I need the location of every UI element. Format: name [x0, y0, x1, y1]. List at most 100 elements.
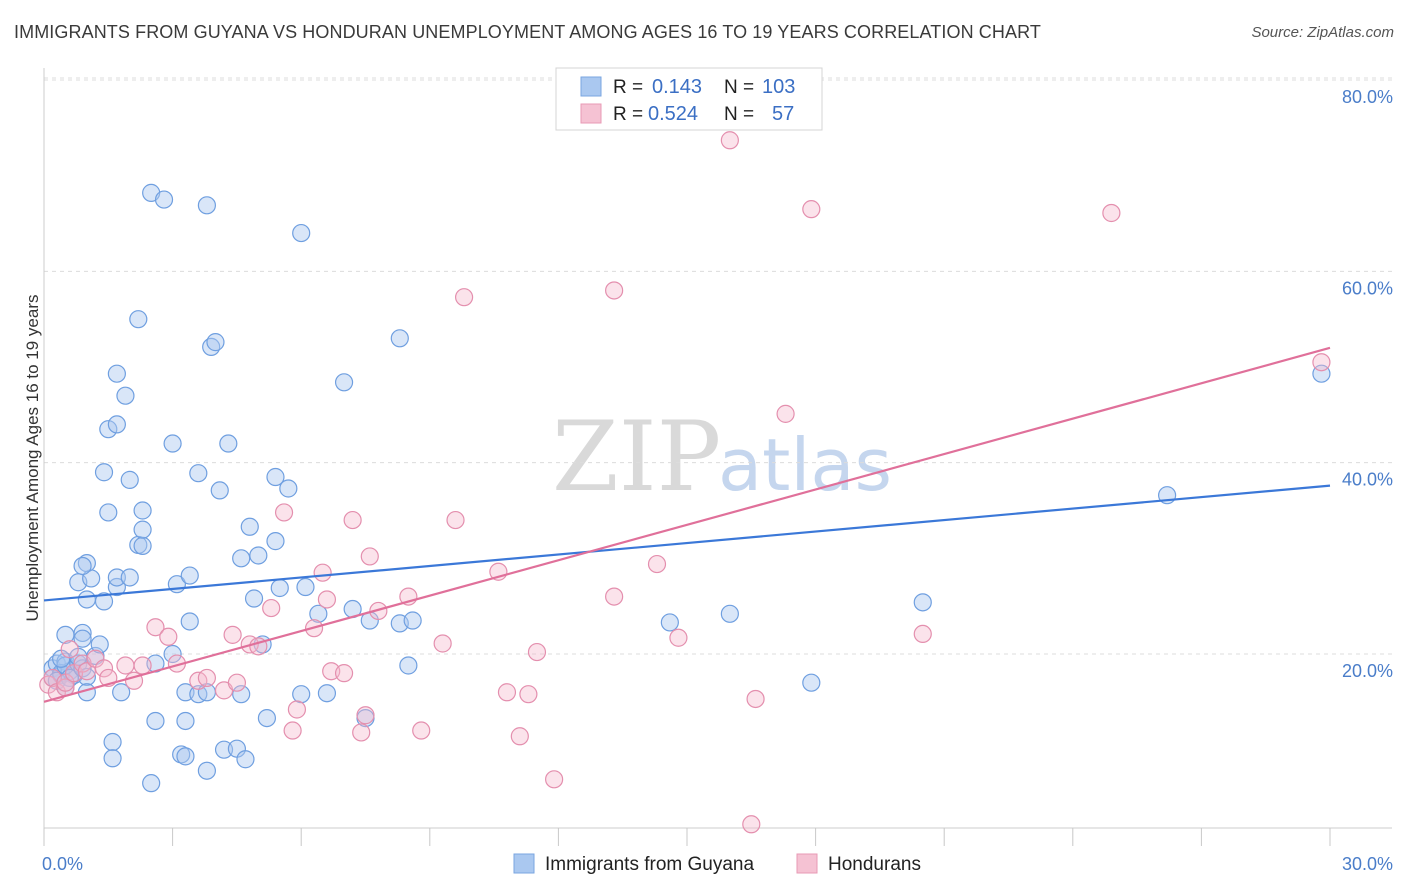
- hondurans-point: [446, 510, 465, 530]
- guyana-point: [180, 566, 199, 585]
- guyana-point: [94, 463, 114, 482]
- y-tick-label: 40.0%: [1342, 470, 1393, 490]
- guyana-point: [120, 568, 139, 587]
- hondurans-point: [77, 662, 96, 681]
- hondurans-point: [510, 727, 529, 746]
- hondurans-point: [742, 815, 761, 834]
- chart-title: IMMIGRANTS FROM GUYANA VS HONDURAN UNEMP…: [14, 22, 1041, 42]
- hondurans-point: [746, 689, 765, 709]
- guyana-point: [270, 578, 289, 598]
- svg-text:ZIP: ZIP: [552, 401, 721, 513]
- hondurans-point: [343, 510, 362, 530]
- guyana-point: [240, 517, 259, 536]
- trend-lines: [43, 346, 1331, 703]
- guyana-point: [309, 604, 328, 623]
- guyana-point: [107, 577, 126, 597]
- guyana-point: [133, 520, 152, 539]
- guyana-point: [77, 590, 96, 609]
- hondurans-point: [412, 721, 431, 740]
- hondurans-point: [545, 770, 564, 789]
- series-legend-label-hondurans: Hondurans: [828, 854, 921, 875]
- hondurans-point: [356, 706, 375, 725]
- guyana-point: [279, 479, 298, 498]
- guyana-point: [133, 501, 152, 520]
- guyana-point: [107, 415, 126, 434]
- guyana-point: [206, 333, 225, 352]
- svg-text:atlas: atlas: [718, 423, 892, 507]
- guyana-point: [266, 467, 285, 487]
- guyana-point: [163, 434, 182, 453]
- hondurans-point: [313, 563, 332, 582]
- guyana-point: [189, 464, 208, 483]
- hondurans-point: [913, 624, 932, 644]
- tick-labels: 20.0% 40.0% 60.0% 80.0% 0.0% 30.0%: [42, 87, 1393, 874]
- guyana-point: [116, 386, 135, 405]
- guyana-point: [236, 750, 255, 769]
- hondurans-point: [519, 685, 538, 704]
- hondurans-point: [262, 598, 281, 618]
- hondurans-point: [60, 640, 79, 659]
- hondurans-point: [669, 628, 688, 647]
- series-legend-swatch-hondurans: [796, 853, 818, 874]
- hondurans-point: [369, 601, 388, 621]
- legend-n-label-2: N =: [724, 104, 754, 125]
- hondurans-point: [497, 683, 517, 702]
- hondurans-point: [146, 618, 165, 637]
- guyana-point: [660, 613, 679, 632]
- x-tick-label: 30.0%: [1342, 854, 1393, 874]
- source-credit: Source: ZipAtlas.com: [1251, 24, 1394, 41]
- guyana-point: [232, 685, 251, 704]
- guyana-point: [802, 673, 821, 692]
- hondurans-point: [334, 664, 354, 683]
- watermark: ZIP atlas: [552, 401, 892, 513]
- guyana-point: [120, 470, 139, 489]
- guyana-point: [112, 683, 131, 702]
- hondurans-point: [227, 673, 246, 692]
- series-legend: Immigrants from Guyana Hondurans: [513, 853, 921, 875]
- guyana-point: [197, 196, 216, 215]
- legend-r-label-2: R =: [613, 104, 643, 125]
- trend-line-hondurans: [43, 346, 1331, 703]
- hondurans-point: [133, 656, 152, 675]
- hondurans-point: [720, 131, 739, 150]
- guyana-point: [197, 761, 216, 780]
- hondurans-point: [283, 721, 302, 740]
- guyana-point: [163, 644, 182, 664]
- guyana-point: [720, 604, 739, 623]
- legend-r-value-1: 0.143: [652, 76, 702, 98]
- guyana-point: [296, 577, 315, 597]
- legend-r-label-1: R =: [613, 77, 643, 98]
- legend-n-label-1: N =: [724, 77, 754, 98]
- guyana-point: [219, 434, 238, 453]
- guyana-point: [154, 190, 174, 209]
- hondurans-point: [317, 590, 337, 609]
- guyana-point: [317, 684, 337, 703]
- guyana-point: [129, 310, 148, 329]
- hondurans-point: [647, 554, 667, 574]
- series-guyana-points: [43, 183, 1331, 793]
- y-tick-label: 80.0%: [1342, 87, 1393, 107]
- guyana-point: [210, 481, 229, 500]
- guyana-point: [334, 373, 354, 392]
- hondurans-point: [1102, 203, 1121, 223]
- hondurans-point: [454, 288, 474, 307]
- guyana-point: [142, 774, 161, 793]
- series-hondurans-points: [39, 131, 1331, 834]
- guyana-point: [94, 592, 114, 611]
- hondurans-point: [287, 700, 307, 719]
- legend-r-value-2: 0.524: [648, 103, 698, 125]
- hondurans-point: [360, 547, 379, 566]
- guyana-point: [90, 635, 109, 654]
- hondurans-point: [1312, 353, 1331, 372]
- guyana-point: [244, 589, 264, 608]
- hondurans-point: [433, 634, 452, 653]
- hondurans-point: [159, 627, 178, 646]
- legend-n-value-1: 103: [762, 76, 795, 98]
- guyana-point: [257, 708, 277, 728]
- hondurans-point: [802, 200, 821, 219]
- guyana-point: [99, 503, 118, 522]
- guyana-point: [292, 223, 311, 243]
- guyana-point: [146, 711, 165, 731]
- guyana-point: [133, 536, 152, 555]
